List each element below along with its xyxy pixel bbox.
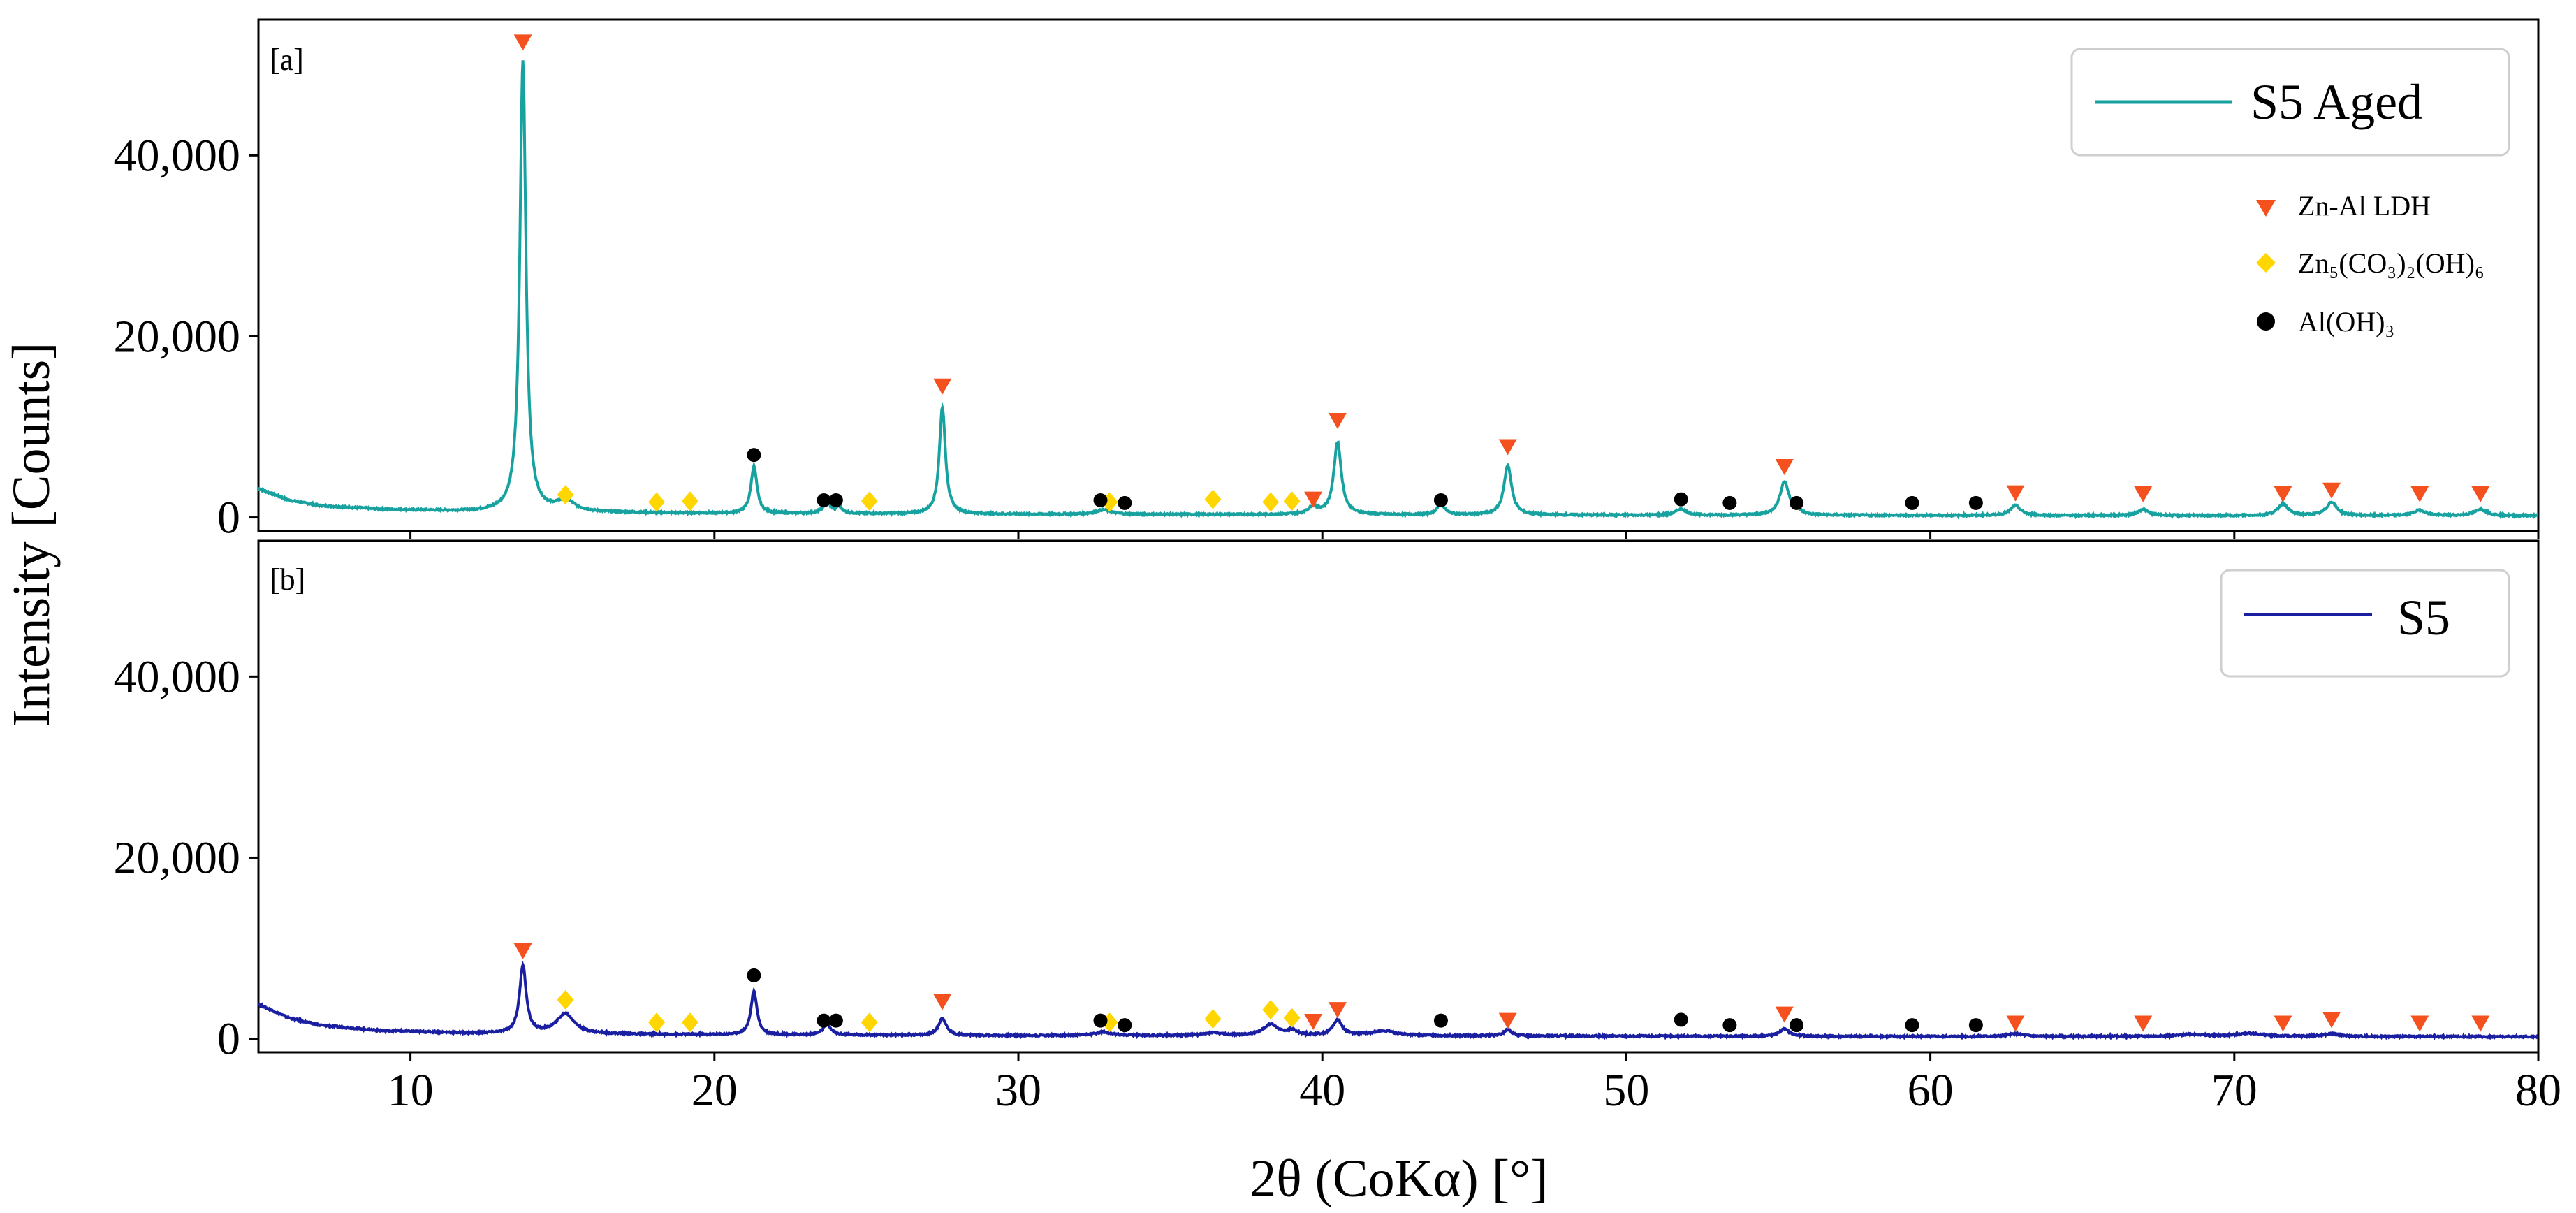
aluminium-hydroxide-marker xyxy=(1674,1012,1688,1027)
zn-al-ldh-marker xyxy=(1498,1012,1517,1029)
aluminium-hydroxide-marker xyxy=(1433,1013,1448,1028)
aluminium-hydroxide-marker xyxy=(817,1013,831,1028)
x-tick-label: 40 xyxy=(1299,1065,1345,1116)
panel-a-tag: [a] xyxy=(270,43,304,77)
zn-al-ldh-marker xyxy=(2410,486,2429,502)
x-tick-label: 80 xyxy=(2515,1065,2561,1116)
legend-label: S5 Aged xyxy=(2251,74,2422,130)
zinc-carbonate-marker-icon xyxy=(2256,253,2276,273)
legend-label: S5 xyxy=(2397,590,2450,646)
aluminium-hydroxide-marker xyxy=(1722,1018,1737,1033)
zinc-carbonate-marker xyxy=(1283,491,1301,511)
panel-b-tag: [b] xyxy=(270,562,305,597)
aluminium-hydroxide-marker xyxy=(1790,1018,1804,1033)
x-tick-label: 30 xyxy=(995,1065,1041,1116)
y-tick-label: 0 xyxy=(217,493,240,544)
zn-al-ldh-marker xyxy=(933,994,952,1010)
x-tick-label: 60 xyxy=(1908,1065,1954,1116)
legend-box xyxy=(2070,48,2510,157)
series-line xyxy=(257,960,2539,1041)
marker-legend-label: Al(OH)₃ xyxy=(2298,306,2394,337)
y-tick-label: 40,000 xyxy=(114,130,241,181)
panel-b-marks xyxy=(257,943,2539,1041)
aluminium-hydroxide-marker xyxy=(1905,495,1919,510)
zn-al-ldh-marker xyxy=(2006,1015,2025,1032)
zinc-carbonate-marker xyxy=(681,1012,698,1033)
aluminium-hydroxide-marker xyxy=(1790,495,1804,510)
x-tick-label: 20 xyxy=(691,1065,738,1116)
zinc-carbonate-marker xyxy=(648,492,666,512)
zn-al-ldh-marker xyxy=(1328,412,1347,429)
aluminium-hydroxide-marker xyxy=(1674,492,1688,507)
zn-al-ldh-marker xyxy=(2134,486,2153,502)
zinc-carbonate-marker xyxy=(1204,489,1222,509)
axis-marks: 0 20,000 40,000 0 20,000 40,000 10 20 30 40 50 60 70… xyxy=(114,130,2562,1116)
marker-legend-label: Zn₅(CO₃)₂(OH)₆ xyxy=(2298,247,2484,279)
aluminium-hydroxide-marker xyxy=(1093,1013,1108,1028)
aluminium-hydroxide-marker xyxy=(1968,495,1983,510)
y-axis-title: Intensity [Counts] xyxy=(2,342,61,727)
aluminium-hydroxide-marker xyxy=(1118,1018,1132,1033)
zn-al-ldh-marker-icon xyxy=(2256,200,2276,217)
aluminium-hydroxide-marker xyxy=(1093,493,1108,507)
zn-al-ldh-marker xyxy=(1775,459,1794,476)
zn-al-ldh-marker xyxy=(2322,482,2341,499)
zn-al-ldh-marker xyxy=(2471,486,2490,502)
zinc-carbonate-marker xyxy=(648,1012,666,1033)
panel-a-frame xyxy=(257,18,2540,532)
zn-al-ldh-marker xyxy=(2006,485,2025,502)
aluminium-hydroxide-marker xyxy=(1433,493,1448,507)
zn-al-ldh-marker xyxy=(933,378,952,395)
y-tick-label: 0 xyxy=(217,1014,240,1065)
marker-legend-label: Zn-Al LDH xyxy=(2298,190,2431,221)
zn-al-ldh-marker xyxy=(1304,491,1323,508)
zn-al-ldh-marker xyxy=(2410,1015,2429,1032)
zinc-carbonate-marker xyxy=(1262,1000,1280,1020)
x-tick-label: 70 xyxy=(2211,1065,2257,1116)
zn-al-ldh-marker xyxy=(2322,1012,2341,1029)
zinc-carbonate-marker xyxy=(681,491,698,511)
legend-panel-a: S5 Aged xyxy=(2070,48,2510,157)
zinc-carbonate-marker xyxy=(1204,1009,1222,1029)
x-tick-label: 10 xyxy=(388,1065,434,1116)
marker-legend: Zn-Al LDH Zn₅(CO₃)₂(OH)₆ Al(OH)₃ xyxy=(2256,190,2484,337)
x-tick-label: 50 xyxy=(1603,1065,1649,1116)
y-tick-label: 20,000 xyxy=(114,832,241,883)
zinc-carbonate-marker xyxy=(557,989,574,1010)
aluminium-hydroxide-marker xyxy=(1905,1018,1919,1033)
legend-panel-b: S5 xyxy=(2220,569,2510,678)
zn-al-ldh-marker xyxy=(1328,1002,1347,1019)
zn-al-ldh-marker xyxy=(1775,1006,1794,1023)
legend-box xyxy=(2220,569,2510,678)
aluminium-hydroxide-marker xyxy=(817,493,831,507)
zn-al-ldh-marker xyxy=(1304,1013,1323,1030)
panel-a-marks xyxy=(258,34,2539,520)
zinc-carbonate-marker xyxy=(861,491,878,511)
aluminium-hydroxide-marker xyxy=(747,448,761,463)
zinc-carbonate-marker xyxy=(861,1012,878,1033)
panel-b-frame xyxy=(257,539,2540,1054)
zn-al-ldh-marker xyxy=(2471,1015,2490,1032)
aluminium-hydroxide-marker-icon xyxy=(2257,312,2275,331)
x-axis-title: 2θ (CoKα) [°] xyxy=(1250,1149,1548,1208)
aluminium-hydroxide-marker xyxy=(1968,1018,1983,1033)
zn-al-ldh-marker xyxy=(513,34,532,51)
zinc-carbonate-marker xyxy=(1283,1008,1301,1028)
y-tick-label: 40,000 xyxy=(114,651,241,702)
aluminium-hydroxide-marker xyxy=(1118,495,1132,510)
aluminium-hydroxide-marker xyxy=(1722,495,1737,510)
aluminium-hydroxide-marker xyxy=(747,968,761,982)
zn-al-ldh-marker xyxy=(1498,439,1517,456)
y-tick-label: 20,000 xyxy=(114,311,241,362)
zn-al-ldh-marker xyxy=(2274,1015,2292,1032)
aluminium-hydroxide-marker xyxy=(828,1013,843,1028)
zn-al-ldh-marker xyxy=(2134,1015,2153,1032)
zinc-carbonate-marker xyxy=(557,485,574,505)
aluminium-hydroxide-marker xyxy=(828,493,843,507)
series-line xyxy=(258,60,2539,520)
zinc-carbonate-marker xyxy=(1262,492,1280,512)
zn-al-ldh-marker xyxy=(2274,486,2292,502)
zn-al-ldh-marker xyxy=(513,943,532,959)
